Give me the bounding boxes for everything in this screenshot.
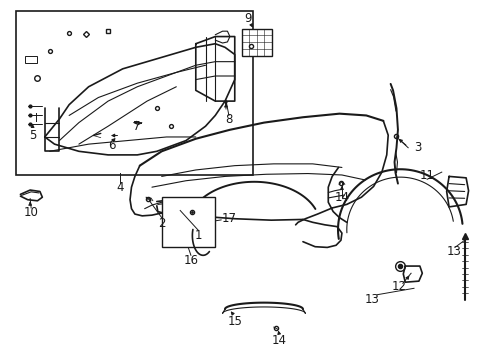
Text: 6: 6 [108,139,116,152]
Text: 7: 7 [132,120,140,133]
Text: 2: 2 [158,216,165,230]
Text: 14: 14 [271,334,286,347]
Text: 14: 14 [334,192,349,204]
Bar [162,197,215,247]
Text: 9: 9 [244,12,252,25]
Text: 10: 10 [23,207,39,220]
Bar [241,29,271,55]
Bar [25,56,38,63]
Text: 17: 17 [221,212,236,225]
Text: 8: 8 [225,113,232,126]
Text: 13: 13 [446,245,461,258]
Text: 16: 16 [183,254,198,267]
Text: 3: 3 [413,140,421,153]
Text: 4: 4 [116,181,124,194]
Bar [16,12,253,175]
Text: 5: 5 [29,129,36,142]
Text: 12: 12 [391,280,406,293]
Text: 1: 1 [194,229,202,242]
Text: 15: 15 [227,315,242,328]
Text: 13: 13 [364,293,379,306]
Text: 11: 11 [419,169,434,182]
